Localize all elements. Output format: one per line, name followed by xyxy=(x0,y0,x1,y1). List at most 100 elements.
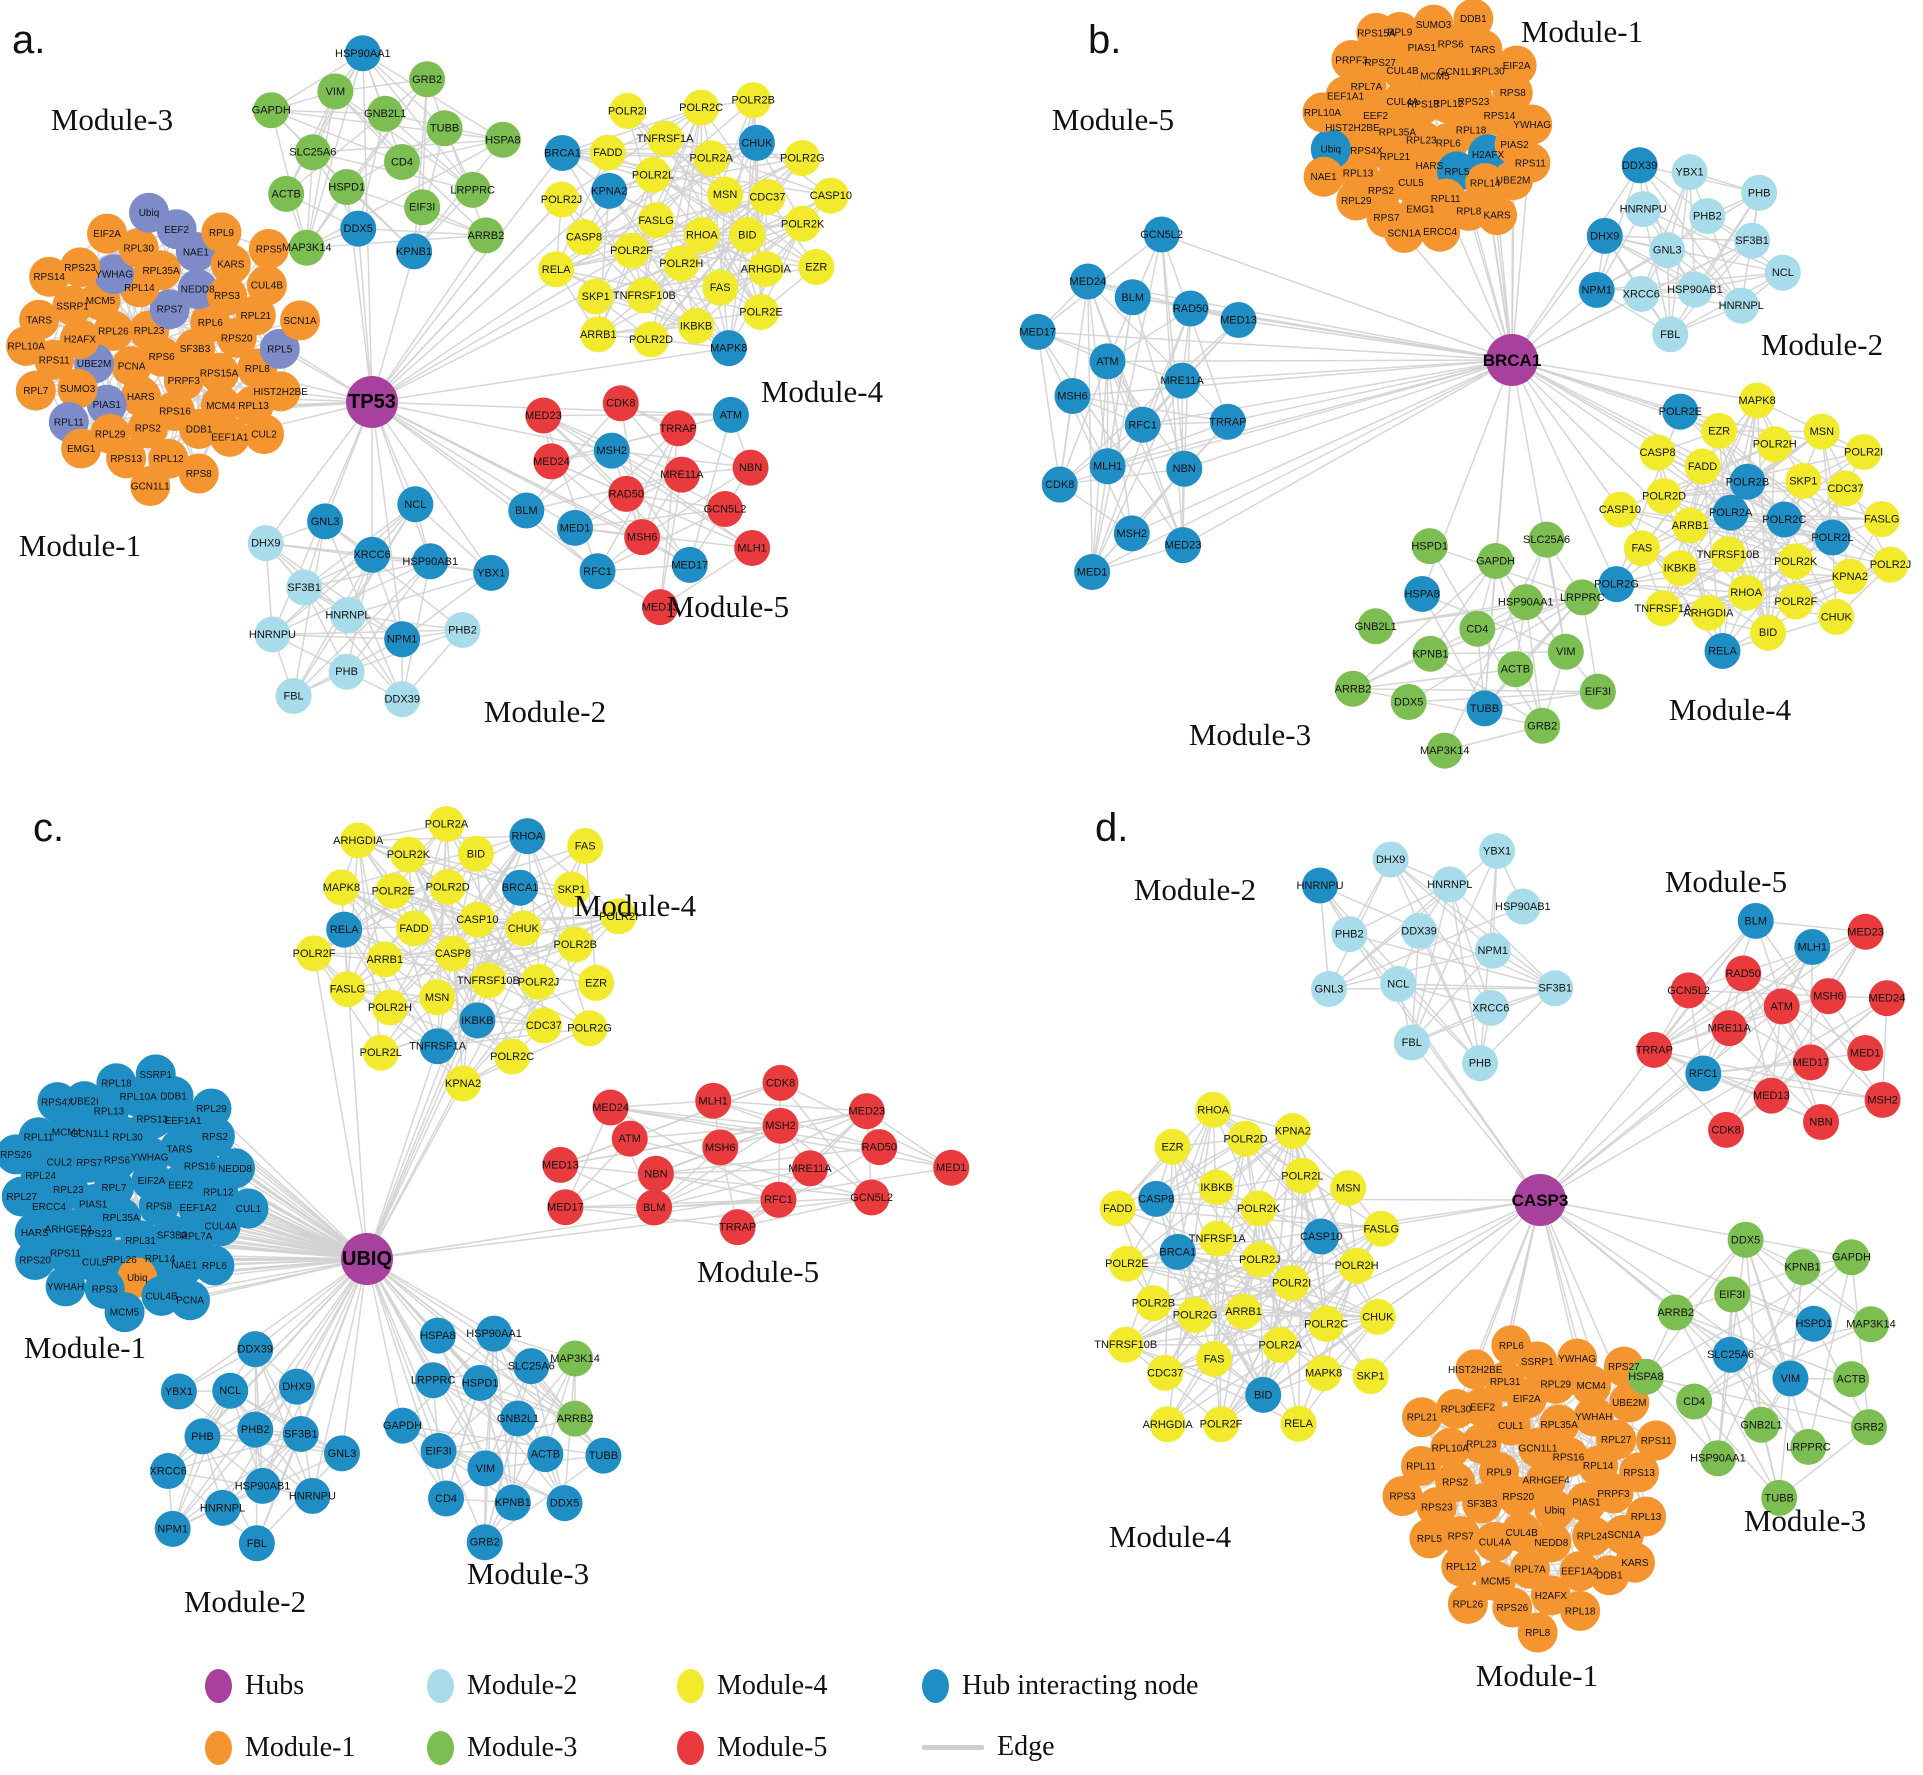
network-node xyxy=(693,140,730,177)
node-label: TRRAP xyxy=(719,1222,756,1234)
network-node xyxy=(760,1181,797,1218)
node-label: YBX1 xyxy=(477,567,505,579)
node-label: MCM5 xyxy=(86,296,116,307)
edge xyxy=(653,1167,811,1209)
node-label: GNB2L1 xyxy=(364,108,406,120)
node-label: DDB1 xyxy=(186,424,213,435)
edge xyxy=(493,1333,547,1455)
node-label: RPS3 xyxy=(1389,1492,1416,1503)
node-label: RPS13 xyxy=(1407,100,1439,111)
node-label: RPS7 xyxy=(1448,1532,1475,1543)
hub-edge xyxy=(313,953,368,1260)
network-node xyxy=(1729,463,1766,500)
edge xyxy=(432,1379,576,1420)
node-label: NPM1 xyxy=(157,1523,188,1535)
network-node xyxy=(1672,507,1709,544)
node-label: POLR2J xyxy=(541,194,583,206)
network-node xyxy=(1198,1169,1235,1206)
edge xyxy=(737,1146,880,1228)
edge xyxy=(555,268,697,327)
edge xyxy=(167,1433,301,1472)
network-node xyxy=(1372,841,1409,878)
node-label: MSH6 xyxy=(1057,390,1088,402)
network-node xyxy=(1308,1305,1345,1342)
network-node xyxy=(1739,382,1776,419)
edge xyxy=(1663,495,1833,539)
network-node xyxy=(419,979,456,1016)
network-node xyxy=(1661,550,1698,587)
network-node xyxy=(1795,1305,1832,1342)
network-node xyxy=(1165,527,1202,564)
node-label: SKP1 xyxy=(1789,475,1817,487)
node-label: VIM xyxy=(476,1463,496,1475)
module-label: Module-2 xyxy=(1761,327,1883,362)
node-label: HSPD1 xyxy=(328,182,365,194)
network-node xyxy=(513,1348,550,1385)
network-node xyxy=(636,1189,673,1226)
edge xyxy=(1106,361,1184,546)
node-label: RPS7 xyxy=(1373,213,1400,224)
node-label: HARS xyxy=(21,1228,49,1239)
node-label: RPL27 xyxy=(6,1192,37,1203)
network-node xyxy=(340,210,377,247)
edge xyxy=(1257,1207,1372,1377)
edge xyxy=(433,1357,576,1381)
network-node xyxy=(235,295,276,336)
edge xyxy=(1675,1311,1809,1448)
node-label: POLR2C xyxy=(1762,514,1806,526)
node-label: TUBB xyxy=(1765,1492,1794,1504)
network-node xyxy=(579,553,616,590)
network-node xyxy=(127,408,168,449)
node-label: MSH6 xyxy=(1813,991,1844,1003)
node-label: ACTB xyxy=(531,1449,560,1461)
node-label: EEF1A1 xyxy=(1327,91,1365,102)
hub-edge xyxy=(1325,1199,1541,1325)
edge xyxy=(1693,1400,1780,1499)
network-node xyxy=(707,491,744,528)
network-node xyxy=(1453,0,1494,39)
node-label: GAPDH xyxy=(1476,555,1515,567)
hub-edge xyxy=(1072,359,1513,397)
node-label: MAP3K14 xyxy=(1420,745,1470,757)
node-label: HSP90AA1 xyxy=(1498,597,1554,609)
node-label: POLR2C xyxy=(679,102,723,114)
hub-node xyxy=(341,1233,393,1285)
node-label: CASP10 xyxy=(1300,1231,1342,1243)
node-label: IKBKB xyxy=(1200,1182,1232,1194)
node-label: RPS8 xyxy=(1500,88,1527,99)
node-label: SCN1A xyxy=(1607,1530,1641,1541)
edge xyxy=(1348,933,1481,1064)
node-label: PHB2 xyxy=(448,624,477,636)
hub-label: UBIQ xyxy=(342,1248,392,1270)
network-node xyxy=(323,869,360,906)
edge xyxy=(543,414,726,510)
network-node xyxy=(525,1007,562,1044)
network-node xyxy=(383,144,420,180)
node-label: MED24 xyxy=(1070,276,1107,288)
node-label: RPL12 xyxy=(203,1188,234,1199)
edge xyxy=(488,979,590,1029)
node-label: RPL10A xyxy=(1432,1443,1470,1454)
network-node xyxy=(1492,1587,1533,1628)
network-node xyxy=(1627,1358,1664,1395)
hub-edge xyxy=(341,1258,368,1454)
network-node xyxy=(209,416,250,457)
network-node xyxy=(184,1418,221,1455)
network-node xyxy=(1699,1440,1736,1477)
module-label: Module-5 xyxy=(697,1254,819,1289)
node-label: RPL7 xyxy=(23,386,48,397)
network-node xyxy=(707,176,744,213)
network-node xyxy=(1303,1218,1340,1255)
network-node xyxy=(104,1292,145,1333)
node-label: RPS23 xyxy=(1421,1503,1453,1514)
edge xyxy=(1688,989,1829,997)
hub-edge xyxy=(366,1020,479,1260)
node-label: RPL8 xyxy=(1525,1628,1550,1639)
network-node xyxy=(663,456,700,493)
network-node xyxy=(0,1134,36,1175)
module-label: Module-1 xyxy=(19,528,141,563)
edge xyxy=(1126,1258,1260,1265)
edge xyxy=(1449,884,1492,1009)
node-label: MSN xyxy=(1336,1183,1361,1195)
node-label: TNFRSF10B xyxy=(613,290,676,302)
